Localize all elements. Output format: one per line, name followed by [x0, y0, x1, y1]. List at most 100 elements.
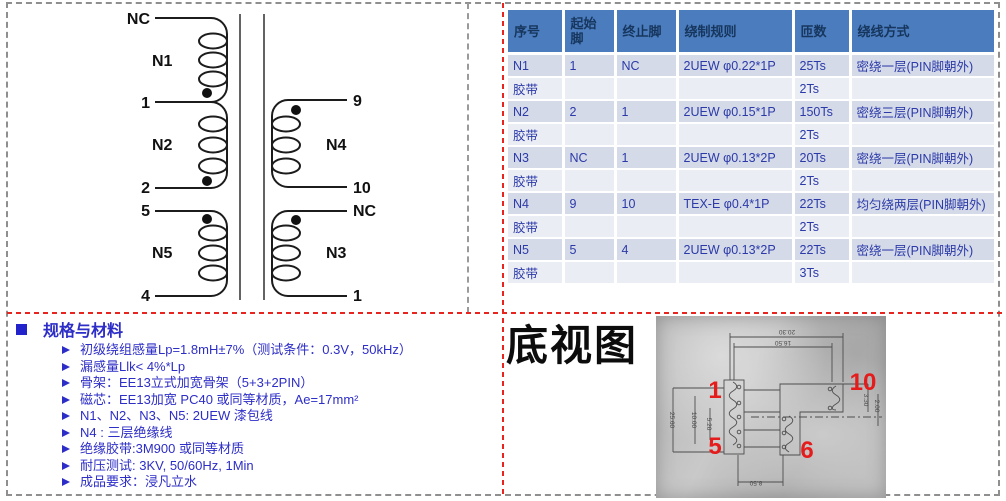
- table-cell: 均匀绕两层(PIN脚朝外): [850, 192, 994, 216]
- table-cell: [850, 215, 994, 239]
- table-cell: NC: [615, 53, 679, 78]
- spec-item: 耐压测试: 3KV, 50/60Hz, 1Min: [62, 458, 498, 474]
- table-cell: [850, 77, 994, 101]
- table-cell: 3Ts: [793, 261, 852, 285]
- pin-label-nc-top: NC: [127, 11, 151, 28]
- spec-item: 初级绕组感量Lp=1.8mH±7%（测试条件：0.3V，50kHz）: [62, 342, 498, 358]
- arrow-bullet-icon: [62, 445, 70, 453]
- photo-pin-label-10: 10: [850, 369, 877, 396]
- dim-left-inner: 5.20: [705, 418, 712, 431]
- winding-n2-loops: [198, 115, 228, 175]
- pin-label-5: 5: [141, 203, 150, 220]
- table-row: 胶带 2Ts: [508, 169, 994, 193]
- arrow-bullet-icon: [62, 478, 70, 486]
- table-cell: 150Ts: [793, 100, 852, 124]
- column-header: 序号: [508, 10, 565, 55]
- pin-label-2: 2: [141, 180, 150, 197]
- arrow-bullet-icon: [62, 379, 70, 387]
- table-cell: 2UEW φ0.13*2P: [677, 238, 795, 262]
- table-row: N4 9 10 TEX-E φ0.4*1P 22Ts 均匀绕两层(PIN脚朝外): [508, 192, 994, 216]
- polarity-dot-n4: [291, 105, 301, 115]
- table-cell: N3: [508, 146, 565, 170]
- dim-right-outer: 3.30: [862, 394, 869, 407]
- spec-item: N1、N2、N3、N5: 2UEW 漆包线: [62, 408, 498, 424]
- dim-left-mid: 10.00: [690, 412, 697, 429]
- table-cell: 2UEW φ0.13*2P: [677, 146, 795, 170]
- spec-item-text: N1、N2、N3、N5: 2UEW 漆包线: [80, 408, 273, 423]
- spec-item-text: 绝缘胶带:3M900 或同等材质: [80, 441, 244, 456]
- table-row: 胶带 2Ts: [508, 77, 994, 101]
- table-cell: 2Ts: [793, 215, 852, 239]
- spec-item-text: N4 : 三层绝缘线: [80, 424, 173, 440]
- table-cell: 2UEW φ0.15*1P: [677, 100, 795, 124]
- pin-label-9: 9: [353, 93, 362, 110]
- table-cell: 密绕一层(PIN脚朝外): [850, 146, 994, 170]
- dim-right-inner: 2.00: [873, 400, 880, 413]
- dim-left-outer: 25.60: [668, 412, 675, 429]
- sketch-left-pin-holes: [736, 384, 742, 449]
- table-row: N2 2 1 2UEW φ0.15*1P 150Ts 密绕三层(PIN脚朝外): [508, 100, 994, 124]
- table-row: N3 NC 1 2UEW φ0.13*2P 20Ts 密绕一层(PIN脚朝外): [508, 146, 994, 170]
- dim-top-inner: 16.50: [774, 339, 791, 346]
- table-cell: [677, 169, 795, 193]
- specs-title: 规格与材料: [43, 323, 124, 340]
- photo-pin-label-6: 6: [800, 437, 813, 464]
- spec-item-text: 初级绕组感量Lp=1.8mH±7%（测试条件：0.3V，50kHz）: [80, 342, 412, 357]
- table-cell: 密绕一层(PIN脚朝外): [850, 53, 994, 78]
- pin-label-1-right: 1: [353, 288, 362, 305]
- table-cell: 22Ts: [793, 192, 852, 216]
- table-cell: 1: [615, 100, 679, 124]
- winding-table: 序号 起始脚 终止脚 绕制规则 匝数 绕线方式 N1 1 NC 2UEW φ0.22*1P 25T…: [508, 10, 994, 285]
- table-row: 胶带 2Ts: [508, 215, 994, 239]
- table-row: 胶带 3Ts: [508, 261, 994, 285]
- table-cell: [563, 123, 617, 147]
- table-row: N1 1 NC 2UEW φ0.22*1P 25Ts 密绕一层(PIN脚朝外): [508, 53, 994, 78]
- arrow-bullet-icon: [62, 362, 70, 371]
- table-cell: 2Ts: [793, 169, 852, 193]
- table-cell: 胶带: [508, 215, 565, 239]
- table-cell: 胶带: [508, 169, 565, 193]
- table-cell: N1: [508, 53, 565, 78]
- table-cell: [850, 261, 994, 285]
- table-cell: 胶带: [508, 261, 565, 285]
- table-cell: 2: [563, 100, 617, 124]
- table-cell: 胶带: [508, 77, 565, 101]
- arrow-bullet-icon: [62, 346, 70, 354]
- table-cell: [563, 261, 617, 285]
- winding-label-n4: N4: [326, 137, 347, 154]
- specs-title-row: 规格与材料: [16, 317, 498, 341]
- photo-pin-label-5: 5: [708, 433, 721, 460]
- table-row: 胶带 2Ts: [508, 123, 994, 147]
- column-header: 匝数: [793, 10, 852, 55]
- table-cell: 1: [563, 53, 617, 78]
- spec-item: 漏感量Llk< 4%*Lp: [62, 358, 498, 375]
- pin-label-1-left: 1: [141, 95, 150, 112]
- column-header: 终止脚: [615, 10, 679, 55]
- polarity-dot-n5: [202, 214, 212, 224]
- table-cell: 5: [563, 238, 617, 262]
- polarity-dot-n2: [202, 176, 212, 186]
- table-cell: [677, 215, 795, 239]
- pin-label-4: 4: [141, 288, 150, 305]
- arrow-bullet-icon: [62, 428, 70, 437]
- pin-label-10: 10: [353, 180, 371, 197]
- spec-item: N4 : 三层绝缘线: [62, 424, 498, 441]
- table-cell: 胶带: [508, 123, 565, 147]
- winding-n5-loops: [198, 224, 228, 282]
- table-cell: 22Ts: [793, 238, 852, 262]
- polarity-dot-n1: [202, 88, 212, 98]
- table-cell: TEX-E φ0.4*1P: [677, 192, 795, 216]
- winding-n4-loops: [271, 115, 301, 175]
- spec-item-text: 成品要求：浸凡立水: [80, 474, 198, 489]
- table-row: N5 5 4 2UEW φ0.13*2P 22Ts 密绕一层(PIN脚朝外): [508, 238, 994, 262]
- table-cell: [563, 215, 617, 239]
- table-cell: N2: [508, 100, 565, 124]
- red-dashed-divider-horizontal: [7, 312, 1002, 314]
- polarity-dot-n3: [291, 215, 301, 225]
- table-cell: 2UEW φ0.22*1P: [677, 53, 795, 78]
- bottom-view-sketch: 20.30 16.50 8.50 25.60 10.00 5.20 3.30 2…: [668, 328, 882, 486]
- arrow-bullet-icon: [62, 412, 70, 420]
- sketch-right-squiggle-top: [831, 385, 841, 411]
- spec-item-text: 漏感量Llk< 4%*Lp: [80, 358, 186, 374]
- table-cell: [615, 77, 679, 101]
